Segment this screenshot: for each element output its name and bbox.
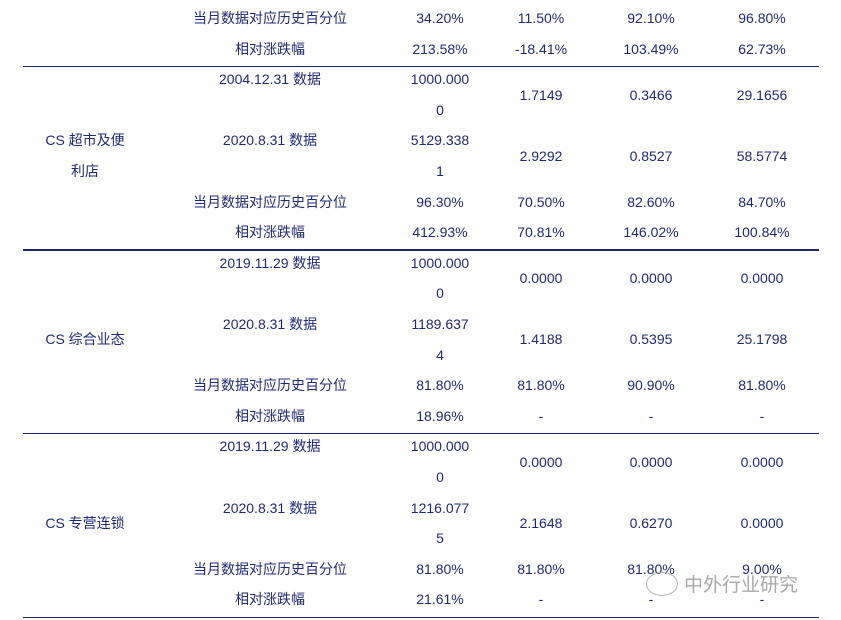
cell-value: 0.0000 (740, 270, 784, 287)
cell-value: - (759, 407, 765, 424)
cell-value: 1.7149 (519, 86, 563, 103)
cell-value: 0.0000 (740, 453, 784, 470)
cell-value: 1 (436, 163, 444, 179)
cell-value: 1189.637 (411, 316, 469, 332)
cell-value: 18.96% (416, 407, 464, 424)
cell-value: 9.00% (742, 560, 782, 577)
cell-value: 96.30% (416, 193, 464, 210)
cell-value: 70.50% (517, 193, 565, 210)
cell-value: 0.0000 (629, 270, 673, 287)
cell-value: 82.60% (627, 193, 675, 210)
cell-value: 1216.077 (410, 499, 470, 516)
cell-value: 84.70% (738, 193, 786, 210)
cell-value: 81.80% (416, 377, 464, 394)
cell-value: 0.0000 (629, 453, 673, 470)
cell-value: 25.1798 (736, 331, 788, 348)
cell-value: 96.80% (738, 10, 786, 26)
cell-value: - (538, 591, 544, 608)
cell-value: 213.58% (412, 40, 468, 57)
group-name: 利店 (71, 163, 99, 179)
cell-value: 0.8527 (629, 147, 673, 164)
group-name: CS 超市及便 (45, 132, 125, 149)
cell-value: 29.1656 (736, 86, 788, 103)
row-label: 当月数据对应历史百分位 (193, 560, 347, 577)
cell-value: 0 (436, 285, 444, 302)
cell-value: - (648, 591, 654, 608)
wechat-icon (646, 571, 678, 596)
cell-value: 92.10% (627, 10, 675, 26)
row-label: 2019.11.29 数据 (219, 254, 321, 271)
cell-value: - (648, 407, 654, 424)
cell-value: 0.6270 (629, 514, 673, 531)
cell-value: 146.02% (623, 224, 679, 241)
cell-value: 81.80% (738, 377, 786, 394)
cell-value: 62.73% (738, 40, 786, 57)
row-label: 当月数据对应历史百分位 (193, 377, 347, 394)
cell-value: - (538, 407, 544, 424)
cell-value: 81.80% (517, 377, 565, 394)
cell-value: 0 (436, 101, 444, 118)
table-rule (23, 432, 819, 435)
cell-value: 4 (436, 346, 444, 363)
cell-value: 103.49% (623, 40, 679, 57)
table-rule (23, 249, 819, 251)
cell-value: 81.80% (416, 560, 464, 577)
cell-value: 0.3466 (629, 86, 673, 103)
watermark-text: 中外行业研究 (684, 575, 799, 596)
group-name: CS 专营连锁 (45, 514, 125, 531)
cell-value: 5 (436, 530, 444, 547)
row-label: 相对涨跌幅 (235, 224, 305, 241)
row-label: 当月数据对应历史百分位 (193, 193, 347, 210)
row-label: 相对涨跌幅 (235, 591, 305, 608)
group-name: CS 综合业态 (45, 331, 125, 348)
cell-value: 5129.338 (410, 132, 470, 149)
row-label: 2020.8.31 数据 (222, 316, 318, 332)
cell-value: 1000.000 (410, 71, 470, 88)
cell-value: 58.5774 (736, 147, 788, 164)
row-label: 当月数据对应历史百分位 (193, 10, 347, 26)
cell-value: - (759, 591, 765, 608)
cell-value: 90.90% (627, 377, 675, 394)
cell-value: 34.20% (416, 10, 464, 26)
watermark: 中外行业研究 (646, 570, 798, 597)
cell-value: 412.93% (412, 224, 468, 241)
cell-value: 0.0000 (740, 514, 784, 531)
cell-value: -18.41% (514, 40, 568, 57)
cell-value: 1000.000 (410, 254, 470, 271)
row-label: 2020.8.31 数据 (222, 499, 318, 516)
row-label: 相对涨跌幅 (235, 407, 305, 424)
row-label: 2020.8.31 数据 (222, 132, 318, 149)
cell-value: 21.61% (416, 591, 464, 608)
cell-value: 2.1648 (519, 514, 563, 531)
cell-value: 1000.000 (410, 438, 470, 455)
cell-value: 81.80% (517, 560, 565, 577)
cell-value: 0 (436, 469, 444, 485)
cell-value: 0.5395 (629, 331, 673, 348)
cell-value: 2.9292 (519, 147, 563, 164)
cell-value: 11.50% (517, 10, 565, 26)
row-label: 2019.11.29 数据 (219, 438, 321, 455)
cell-value: 1.4188 (519, 331, 563, 348)
cell-value: 100.84% (734, 224, 790, 241)
row-label: 2004.12.31 数据 (219, 71, 321, 88)
cell-value: 70.81% (517, 224, 565, 241)
table-rule (23, 65, 819, 68)
cell-value: 0.0000 (519, 270, 563, 287)
row-label: 相对涨跌幅 (235, 40, 305, 57)
cell-value: 0.0000 (519, 453, 563, 470)
table-rule (23, 616, 819, 618)
